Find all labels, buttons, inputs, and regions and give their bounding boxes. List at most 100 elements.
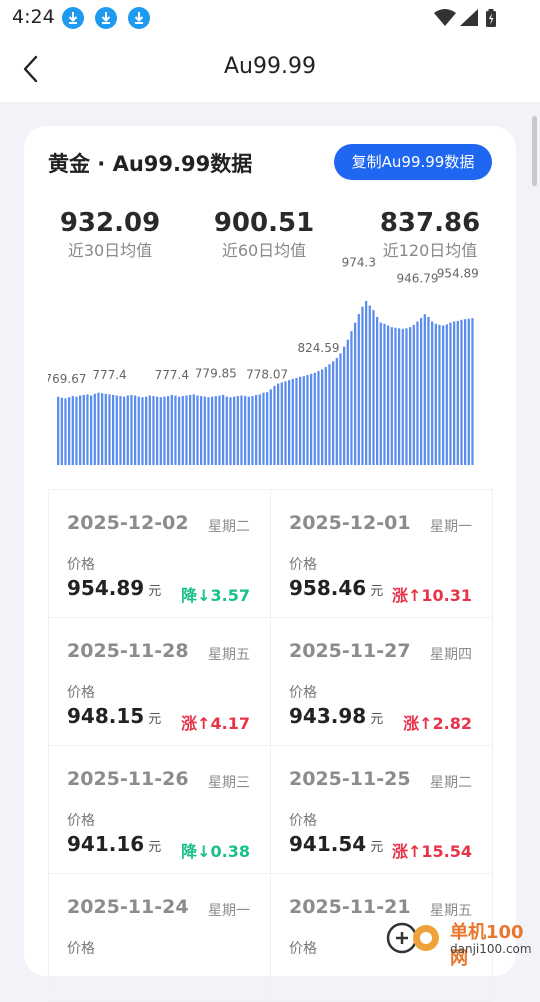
chart-data-label: 824.59 <box>298 341 340 355</box>
card-title: 黄金 · Au99.99数据 <box>48 152 253 176</box>
chart-data-label: 946.79 <box>397 271 439 285</box>
record-date: 2025-11-28 <box>67 640 189 662</box>
chart-bar <box>383 323 386 465</box>
record-date: 2025-12-02 <box>67 512 189 534</box>
back-button[interactable] <box>18 52 50 86</box>
chart-bar <box>390 327 393 465</box>
chart-bar <box>104 393 107 465</box>
record-price-label: 价格 <box>289 813 317 829</box>
chart-bar <box>350 331 353 465</box>
record-unit: 元 <box>148 712 162 727</box>
chart-bar <box>416 321 419 465</box>
price-records-grid: 2025-12-02 星期二 价格 954.89 元降↓3.57 2025-12-01 星期… <box>48 489 493 1002</box>
chart-bar <box>284 381 287 465</box>
chart-bar <box>346 339 349 465</box>
chart-bar <box>277 383 280 465</box>
avg-value: 932.09 <box>59 208 161 238</box>
watermark: 单机100网 danji100.com <box>386 918 536 969</box>
chart-bar <box>339 353 342 465</box>
chart-bar <box>324 367 327 465</box>
chart-bar <box>141 397 144 465</box>
chart-bar <box>68 397 71 465</box>
record-weekday: 星期四 <box>430 647 472 663</box>
data-card: 黄金 · Au99.99数据 复制Au99.99数据 932.09 近30日均值… <box>24 126 516 1002</box>
record-date: 2025-12-01 <box>289 512 411 534</box>
record-price-label: 价格 <box>289 557 317 573</box>
download-icon <box>62 7 84 29</box>
price-record: 2025-12-02 星期二 价格 954.89 元 降↓3.57 <box>49 490 271 618</box>
chart-bar <box>379 322 382 465</box>
chart-bar <box>343 346 346 465</box>
chart-bar <box>159 397 162 465</box>
chart-bar <box>86 394 89 465</box>
copy-data-button[interactable]: 复制Au99.99数据 <box>334 144 492 180</box>
avg-label: 近120日均值 <box>382 241 478 260</box>
watermark-url: danji100.com <box>450 942 532 956</box>
chart-bar <box>148 395 151 465</box>
record-date: 2025-11-25 <box>289 768 411 790</box>
chart-bar <box>145 396 148 465</box>
watermark-logo <box>386 922 439 954</box>
chart-bar <box>427 316 430 465</box>
chart-bar <box>387 325 390 465</box>
chart-bar <box>365 301 368 465</box>
chart-bar <box>431 321 434 465</box>
record-weekday: 星期三 <box>208 775 250 791</box>
record-price-value: 941.54 <box>289 832 367 856</box>
chart-bar <box>119 396 122 465</box>
chart-bar <box>71 396 74 465</box>
avg-120d: 837.86 近120日均值 <box>370 206 490 262</box>
chart-bar <box>357 314 360 465</box>
chart-bar <box>152 396 155 465</box>
scrollbar[interactable] <box>532 116 537 186</box>
record-price-value: 941.16 <box>67 832 145 856</box>
chart-bar <box>354 322 357 465</box>
record-weekday: 星期五 <box>430 903 472 919</box>
chart-bar <box>196 395 199 465</box>
record-date: 2025-11-21 <box>289 896 411 918</box>
chart-bar <box>258 394 261 465</box>
chart-bar <box>269 389 272 465</box>
record-weekday: 星期五 <box>208 647 250 663</box>
record-price-label: 价格 <box>67 941 95 957</box>
chart-bar <box>82 394 85 465</box>
chart-bar <box>229 397 232 465</box>
chart-bar <box>225 396 228 465</box>
chart-bar <box>376 316 379 465</box>
chart-bar <box>460 319 463 465</box>
record-price: 943.98 元 <box>289 704 383 728</box>
record-price-label: 价格 <box>289 941 317 957</box>
chart-bar <box>255 394 258 465</box>
chart-bar <box>464 319 467 465</box>
avg-value: 837.86 <box>379 208 481 238</box>
chart-bar <box>178 396 181 465</box>
chart-bar <box>137 396 140 465</box>
chart-bar <box>420 318 423 465</box>
record-weekday: 星期一 <box>430 519 472 535</box>
record-price-label: 价格 <box>67 557 95 573</box>
price-bar-chart: 769.67 777.4 777.4 779.85 778.07 824.59 974.3 9… <box>48 256 479 466</box>
chart-bar <box>368 305 371 465</box>
record-change: 涨↑15.54 <box>391 842 472 861</box>
chart-bar <box>123 396 126 465</box>
chart-bar <box>207 397 210 465</box>
record-weekday: 星期二 <box>430 775 472 791</box>
chart-bar <box>236 396 239 465</box>
chart-bar <box>222 394 225 465</box>
chart-bar <box>244 396 247 465</box>
chart-bar <box>302 376 305 465</box>
chart-bar <box>156 396 159 465</box>
record-unit: 元 <box>148 840 162 855</box>
record-date: 2025-11-26 <box>67 768 189 790</box>
price-record: 2025-11-26 星期三 价格 941.16 元 降↓0.38 <box>49 746 271 874</box>
price-record: 2025-11-28 星期五 价格 948.15 元 涨↑4.17 <box>49 618 271 746</box>
record-price-value: 954.89 <box>67 576 145 600</box>
chart-bar <box>174 395 177 465</box>
record-change: 涨↑4.17 <box>181 714 250 733</box>
chart-bar <box>90 395 93 465</box>
chart-bar <box>93 393 96 465</box>
chart-bar <box>313 372 316 465</box>
chart-bar <box>372 310 375 465</box>
chart-bar <box>423 314 426 465</box>
avg-label: 近60日均值 <box>221 241 307 260</box>
